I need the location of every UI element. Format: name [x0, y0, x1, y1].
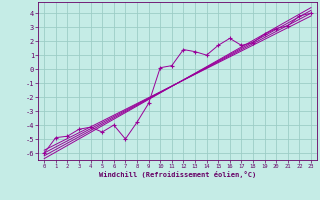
- X-axis label: Windchill (Refroidissement éolien,°C): Windchill (Refroidissement éolien,°C): [99, 171, 256, 178]
